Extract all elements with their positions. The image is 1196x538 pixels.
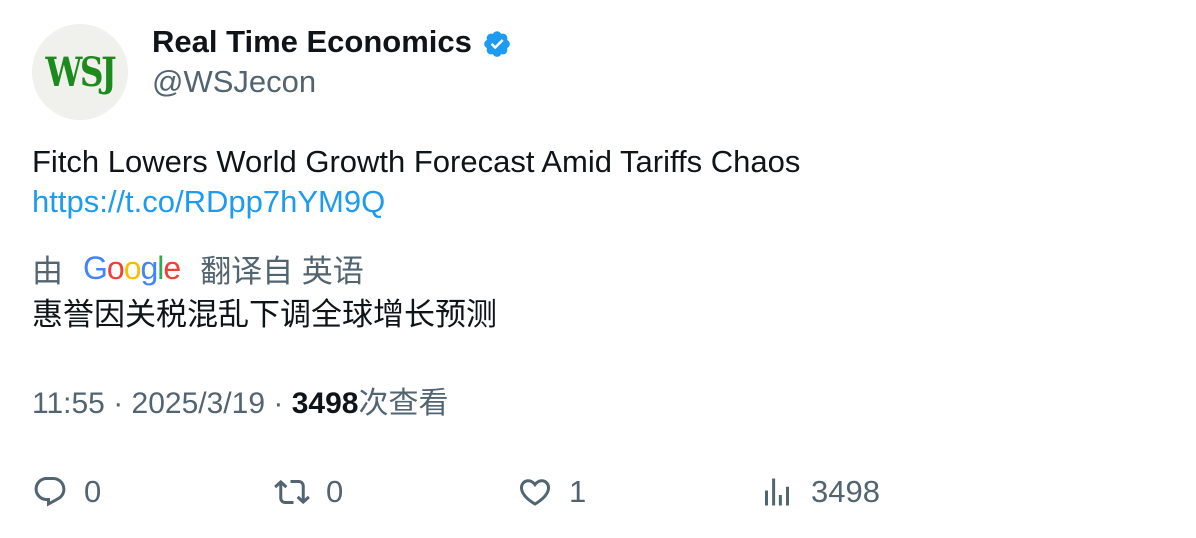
- display-name[interactable]: Real Time Economics: [152, 24, 472, 59]
- retweet-button[interactable]: 0: [274, 470, 343, 514]
- tweet-body: Fitch Lowers World Growth Forecast Amid …: [32, 144, 801, 179]
- avatar-logo-text: WSJ: [45, 48, 117, 96]
- views-action-count: 3498: [811, 474, 880, 509]
- like-count: 1: [569, 474, 587, 509]
- tweet-meta: 11:55 · 2025/3/19 · 3498次查看: [32, 384, 448, 424]
- reply-count: 0: [84, 474, 102, 509]
- meta-separator: ·: [113, 387, 124, 420]
- google-logo-letter: o: [123, 249, 142, 286]
- views-label: 次查看: [358, 387, 449, 420]
- google-logo-letter: e: [163, 249, 181, 286]
- translated-text: 惠誉因关税混乱下调全球增长预测: [32, 297, 497, 332]
- like-button[interactable]: 1: [517, 470, 586, 514]
- google-logo-letter: o: [106, 249, 125, 286]
- account-handle[interactable]: @WSJecon: [152, 64, 317, 99]
- tweet-text: Fitch Lowers World Growth Forecast Amid …: [32, 142, 1162, 222]
- translation-attribution[interactable]: 由 Google 翻译自 英语: [32, 246, 364, 290]
- retweet-icon: [274, 479, 310, 505]
- google-logo: Google: [83, 249, 181, 287]
- avatar[interactable]: WSJ: [32, 24, 128, 120]
- meta-separator: ·: [273, 387, 284, 420]
- tweet-time[interactable]: 11:55: [32, 387, 105, 420]
- reply-icon: [34, 477, 66, 507]
- reply-button[interactable]: 0: [32, 470, 101, 514]
- tweet-date[interactable]: 2025/3/19: [131, 387, 266, 420]
- views-button[interactable]: 3498: [759, 470, 880, 514]
- retweet-count: 0: [326, 474, 344, 509]
- display-name-row: Real Time Economics: [152, 22, 512, 62]
- tweet-link[interactable]: https://t.co/RDpp7hYM9Q: [32, 184, 386, 219]
- analytics-icon: [765, 478, 789, 506]
- google-logo-letter: l: [157, 249, 164, 286]
- views-count: 3498: [291, 387, 359, 420]
- google-logo-letter: g: [140, 249, 158, 286]
- action-bar: 0 0 1 3498: [32, 470, 1162, 514]
- translation-prefix: 由: [32, 253, 63, 289]
- verified-badge-icon[interactable]: [482, 29, 512, 59]
- heart-icon: [519, 479, 551, 506]
- translation-suffix: 翻译自 英语: [200, 253, 364, 289]
- google-logo-letter: G: [83, 249, 108, 286]
